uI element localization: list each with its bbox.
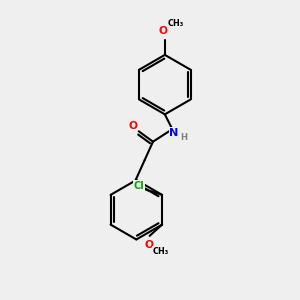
Text: Cl: Cl (134, 181, 145, 191)
Text: O: O (145, 240, 154, 250)
Text: O: O (129, 121, 138, 131)
Text: N: N (169, 128, 178, 138)
Text: O: O (159, 26, 168, 35)
Text: CH₃: CH₃ (152, 247, 168, 256)
Text: H: H (180, 133, 187, 142)
Text: CH₃: CH₃ (167, 19, 183, 28)
